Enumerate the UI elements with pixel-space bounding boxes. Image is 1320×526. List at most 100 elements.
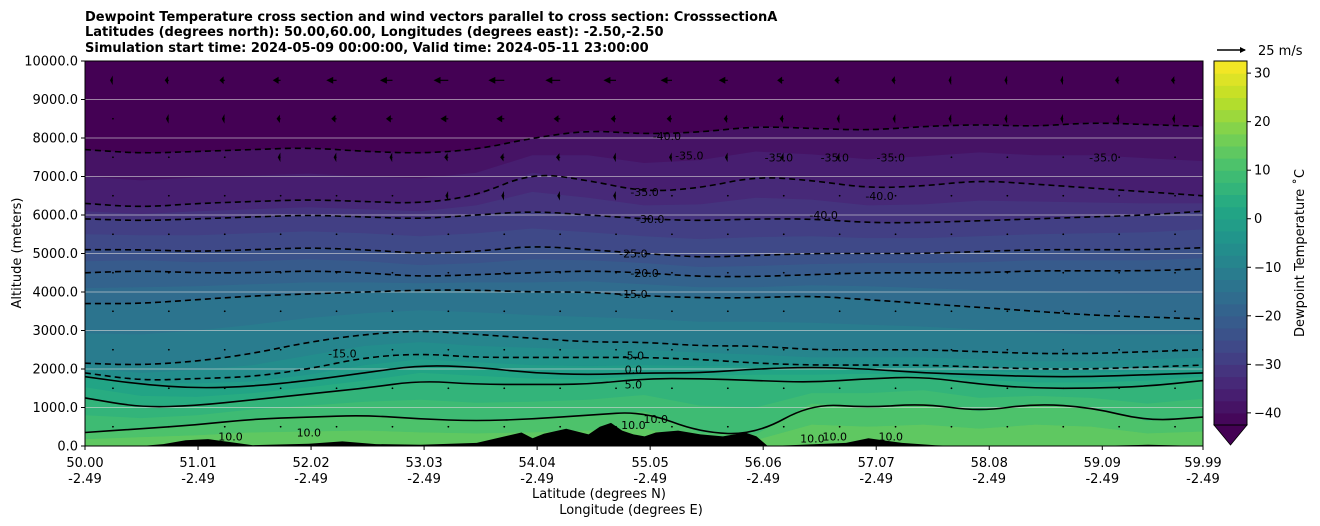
colorbar-band — [1214, 133, 1247, 147]
wind-vector — [838, 233, 841, 236]
y-tick-label: 5000.0 — [33, 247, 79, 262]
y-tick-label: 9000.0 — [33, 93, 79, 108]
wind-vector — [892, 114, 896, 124]
wind-vector — [782, 233, 785, 236]
wind-vector — [501, 191, 505, 201]
wind-vector — [726, 425, 729, 428]
wind-vector — [223, 271, 226, 274]
wind-vector — [782, 387, 785, 390]
wind-vector — [1006, 156, 1009, 159]
colorbar-band — [1214, 315, 1247, 329]
x-tick-label-lon: -2.49 — [181, 472, 215, 487]
wind-vector — [500, 153, 505, 162]
wind-vector — [950, 425, 953, 428]
colorbar: −40 −30 −20 −10 0 10 20 30 Dewpoint Temperature… — [1213, 60, 1308, 446]
wind-vector — [1006, 425, 1009, 428]
colorbar-band — [1214, 73, 1247, 86]
wind-vector — [557, 191, 561, 201]
wind-vector — [167, 156, 170, 159]
colorbar-band — [1214, 352, 1247, 365]
wind-vector — [782, 271, 785, 274]
wind-vector — [838, 271, 841, 274]
wind-vector — [950, 310, 953, 313]
wind-vector — [279, 194, 282, 197]
wind-vector — [1006, 194, 1009, 197]
wind-vector — [1118, 271, 1121, 274]
colorbar-band — [1214, 206, 1247, 220]
x-tick-label-lat: 52.02 — [292, 456, 329, 471]
wind-vector — [782, 310, 785, 313]
wind-vector — [834, 76, 840, 85]
wind-vector — [391, 310, 394, 313]
contour-line — [85, 210, 1203, 224]
x-tick-label-lat: 59.09 — [1084, 456, 1121, 471]
wind-vector — [503, 233, 506, 236]
contour-label: -20.0 — [630, 267, 658, 280]
wind-vector — [112, 233, 114, 236]
wind-vector — [223, 156, 226, 159]
wind-vectors — [110, 75, 1176, 428]
wind-vector — [335, 348, 338, 351]
wind-vector — [335, 194, 338, 197]
wind-vector — [666, 114, 672, 123]
colorbar-band — [1214, 158, 1247, 171]
wind-vector — [615, 425, 617, 428]
wind-vector — [391, 348, 394, 351]
x-tick-label-lon: -2.49 — [633, 472, 667, 487]
contour-label: -15.0 — [328, 348, 356, 361]
wind-vector — [385, 115, 393, 123]
wind-vector — [603, 76, 616, 84]
y-tick-label: 10000.0 — [24, 55, 78, 70]
colorbar-band — [1214, 376, 1247, 390]
wind-vector — [112, 194, 114, 197]
y-tick-label: 2000.0 — [33, 363, 79, 378]
y-tick-label: 7000.0 — [33, 170, 79, 185]
contour-line — [85, 353, 1203, 381]
contour-label: 10.0 — [879, 430, 904, 443]
wind-vector — [1062, 387, 1065, 390]
colorbar-tick-label: −30 — [1254, 358, 1281, 373]
x-tick-label-lat: 53.03 — [405, 456, 442, 471]
wind-vector — [559, 387, 562, 390]
wind-vector — [1060, 75, 1064, 86]
contour-label: -30.0 — [636, 213, 664, 226]
contour-label: 10.0 — [297, 427, 322, 440]
colorbar-bands — [1214, 61, 1247, 426]
wind-vector — [838, 310, 841, 313]
wind-vector — [223, 348, 226, 351]
wind-vector — [559, 310, 562, 313]
colorbar-band — [1214, 340, 1247, 353]
chart-title: Dewpoint Temperature cross section and w… — [85, 10, 777, 56]
x-tick-label-lon: -2.49 — [972, 472, 1006, 487]
x-tick-label-lon: -2.49 — [294, 472, 328, 487]
contour-label: -35.0 — [630, 186, 658, 199]
wind-vector — [950, 387, 953, 390]
wind-vector — [272, 76, 281, 84]
wind-vector — [1118, 348, 1121, 351]
wind-vector — [950, 156, 953, 159]
wind-vector — [838, 348, 841, 351]
colorbar-band — [1214, 61, 1247, 74]
wind-vector — [559, 233, 562, 236]
contour-label: -35.0 — [675, 149, 703, 162]
colorbar-band — [1214, 194, 1247, 208]
wind-vector — [391, 387, 394, 390]
wind-vector — [496, 115, 505, 123]
contour-label: -15.0 — [619, 288, 647, 301]
title-line-2: Latitudes (degrees north): 50.00,60.00, … — [85, 25, 664, 40]
wind-vector — [726, 348, 729, 351]
wind-vector — [1062, 425, 1065, 428]
x-tick-label-lat: 51.01 — [179, 456, 216, 471]
wind-vector — [779, 114, 784, 124]
wind-vector — [1006, 348, 1009, 351]
colorbar-extend-triangle — [1213, 424, 1248, 446]
wind-vector — [1062, 156, 1065, 159]
title-line-1: Dewpoint Temperature cross section and w… — [85, 10, 777, 25]
wind-vector — [1118, 387, 1121, 390]
wind-vector — [167, 425, 170, 428]
wind-vector — [950, 194, 953, 197]
contour-line — [85, 174, 1203, 208]
vector-key: 25 m/s — [1217, 44, 1303, 59]
wind-vector — [112, 310, 114, 313]
wind-vector — [223, 310, 226, 313]
